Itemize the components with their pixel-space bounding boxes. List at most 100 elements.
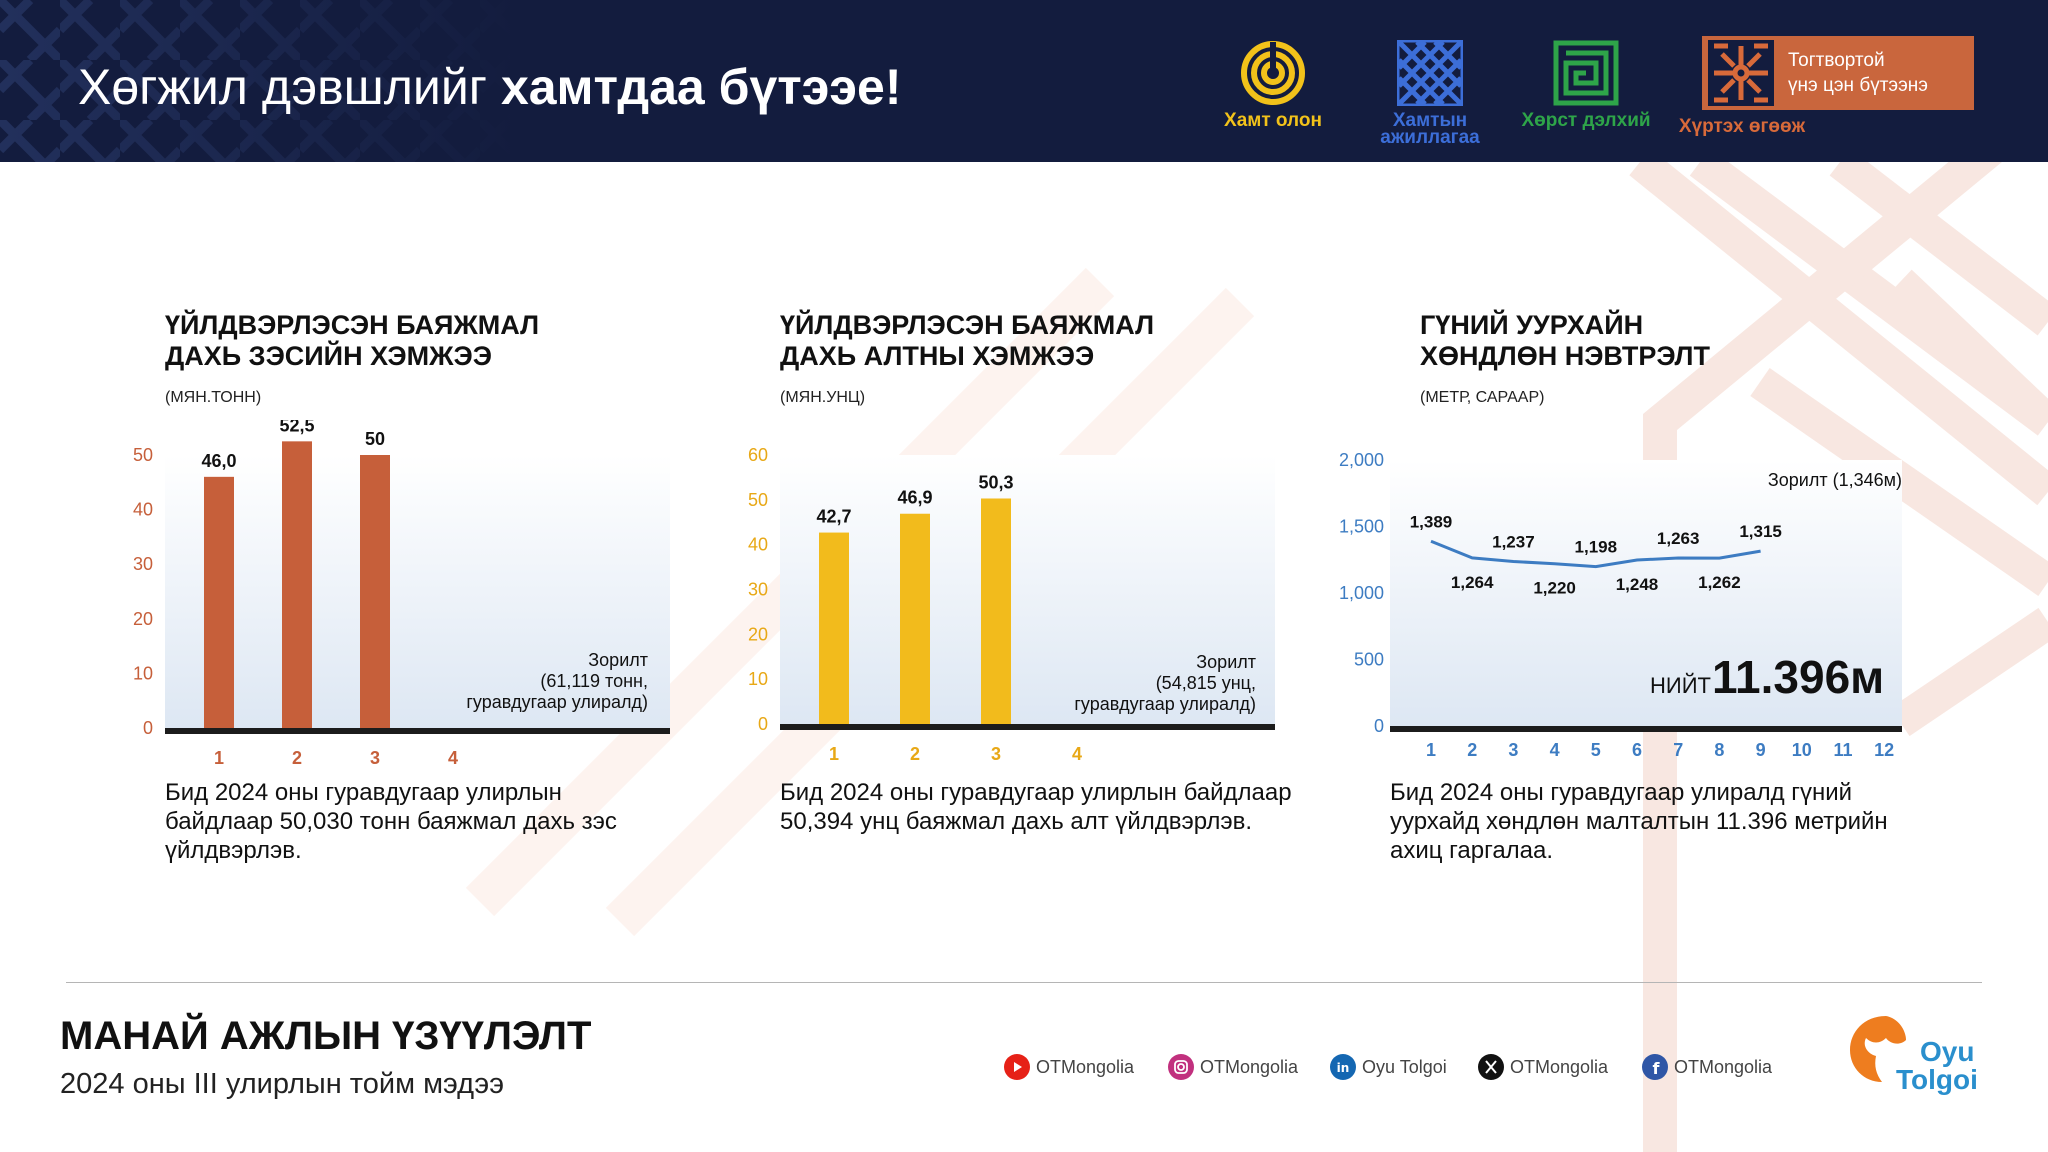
tunnel-data-label: 1,315: [1739, 522, 1782, 541]
gold-data-label: 50,3: [978, 472, 1013, 492]
tunnel-data-label: 1,264: [1451, 573, 1494, 592]
chart1-description: Бид 2024 оны гуравдугаар улирлын байдлаа…: [165, 779, 617, 864]
chart3-title: ГҮНИЙ УУРХАЙН ХӨНДЛӨН НЭВТРЭЛТ: [1420, 310, 1710, 371]
copper-ytick-label: 30: [133, 554, 153, 574]
gold-xtick-label: 1: [829, 744, 839, 764]
chart1-target-note: Зорилт (61,119 тонн, гуравдугаар улиралд): [466, 650, 648, 712]
copper-ytick-label: 40: [133, 500, 153, 520]
value-planet-label: Хөрст дэлхий: [1521, 110, 1651, 131]
chart2-title: ҮЙЛДВЭРЛЭСЭН БАЯЖМАЛ ДАХЬ АЛТНЫ ХЭМЖЭЭ: [780, 310, 1155, 371]
copper-data-label: 52,5: [279, 420, 314, 435]
copper-x-axis: [165, 728, 670, 734]
gold-data-label: 46,9: [897, 488, 932, 508]
square-maze-icon: [1553, 40, 1619, 106]
copper-data-label: 50: [365, 429, 385, 449]
tunnel-series-line: [1430, 539, 1761, 569]
gold-bar-chart: 0 10 20 30 40 50 60 42,7 1 46,9 2 50,3 3 4: [748, 445, 1275, 764]
tunnel-data-label: 1,389: [1410, 512, 1453, 531]
tunnel-xtick-label: 3: [1508, 740, 1518, 760]
gold-ytick-label: 40: [748, 535, 768, 555]
footer-title: МАНАЙ АЖЛЫН ҮЗҮҮЛЭЛТ: [60, 1014, 592, 1058]
facebook-icon: f: [1642, 1054, 1668, 1080]
copper-bar: [360, 455, 390, 728]
gold-ytick-label: 20: [748, 624, 768, 644]
value-cooperation: Хамтын ажиллагаа: [1355, 40, 1505, 148]
gold-ytick-label: 60: [748, 445, 768, 465]
tunnel-plot-area: [1390, 460, 1902, 726]
tunnel-data-label: 1,237: [1492, 532, 1535, 551]
tunnel-xtick-label: 8: [1714, 740, 1724, 760]
oyu-tolgoi-logo-icon: [1850, 1016, 1906, 1082]
copper-xtick-label: 4: [448, 748, 458, 768]
chart1-title: ҮЙЛДВЭРЛЭСЭН БАЯЖМАЛ ДАХЬ ЗЭСИЙН ХЭМЖЭЭ: [165, 310, 540, 371]
chart3-target-label: Зорилт (1,346м): [1767, 470, 1902, 490]
tunnel-data-label: 1,262: [1698, 573, 1741, 592]
copper-ytick-label: 10: [133, 663, 153, 683]
header-banner: Хөгжил дэвшлийг хамтдаа бүтээе! Хамт оло…: [0, 0, 2048, 162]
tunnel-xtick-label: 11: [1833, 740, 1852, 760]
tunnel-ytick-label: 0: [1374, 716, 1384, 736]
gold-x-axis: [780, 724, 1275, 730]
youtube-icon: [1004, 1054, 1030, 1080]
social-linkedin[interactable]: in Oyu Tolgoi: [1330, 1054, 1447, 1080]
gold-ytick-label: 0: [758, 714, 768, 734]
gold-ytick-label: 10: [748, 669, 768, 689]
tunnel-x-axis: [1390, 726, 1902, 732]
gold-ytick-label: 50: [748, 490, 768, 510]
copper-bar: [204, 476, 234, 728]
woven-lattice-icon: [1397, 40, 1463, 106]
value-team: Хамт олон: [1198, 40, 1348, 131]
social-facebook[interactable]: f OTMongolia: [1642, 1054, 1772, 1080]
value-box-text: Тогтвортой үнэ цэн бүтээнэ: [1788, 50, 1928, 96]
social-instagram[interactable]: OTMongolia: [1168, 1054, 1298, 1080]
value-benefit-label: Хүртэх өгөөж: [1678, 116, 1806, 137]
concentric-rings-icon: [1241, 41, 1305, 105]
svg-text:in: in: [1337, 1061, 1350, 1075]
footer-subtitle: 2024 оны III улирлын тойм мэдээ: [60, 1068, 505, 1100]
copper-ytick-label: 0: [143, 718, 153, 738]
tunnel-xtick-label: 10: [1792, 740, 1812, 760]
tunnel-data-label: 1,198: [1575, 538, 1618, 557]
tunnel-data-label: 1,248: [1616, 575, 1659, 594]
social-instagram-handle: OTMongolia: [1200, 1056, 1299, 1077]
total-label: НИЙТ: [1650, 673, 1711, 698]
gold-bar: [819, 532, 849, 724]
gold-bar: [900, 513, 930, 724]
gold-ytick-label: 30: [748, 580, 768, 600]
tunnel-ytick-label: 1,000: [1339, 583, 1384, 603]
chart2-unit: (МЯН.УНЦ): [780, 389, 866, 406]
tunnel-xtick-label: 1: [1426, 740, 1436, 760]
tunnel-xtick-label: 12: [1874, 740, 1894, 760]
radial-knot-icon: [1708, 40, 1774, 106]
social-youtube[interactable]: OTMongolia: [1004, 1054, 1134, 1080]
tunnel-xtick-label: 2: [1467, 740, 1477, 760]
chart2-description: Бид 2024 оны гуравдугаар улирлын байдлаа…: [780, 779, 1292, 835]
instagram-icon: [1168, 1054, 1194, 1080]
social-x[interactable]: OTMongolia: [1478, 1054, 1608, 1080]
copper-plot-area: [165, 455, 670, 728]
gold-xtick-label: 4: [1072, 744, 1082, 764]
gold-xtick-label: 3: [991, 744, 1001, 764]
copper-bar: [282, 441, 312, 728]
chart1-unit: (МЯН.ТОНН): [165, 389, 262, 406]
copper-ytick-label: 50: [133, 445, 153, 465]
tunnel-ytick-label: 2,000: [1339, 450, 1384, 470]
copper-bar-chart: 0 10 20 30 40 50 46,0 1 52,5 2 50 3 4: [133, 420, 670, 768]
value-benefit: Хүртэх өгөөж: [1667, 40, 1817, 137]
total-value: 11.396м: [1712, 651, 1885, 703]
oyu-tolgoi-logo-text: Oyu Tolgoi: [1896, 1036, 1978, 1095]
value-team-label: Хамт олон: [1224, 110, 1322, 131]
chart3-unit: (МЕТР, САРААР): [1420, 389, 1545, 406]
tunnel-xtick-label: 6: [1632, 740, 1642, 760]
chart3-description: Бид 2024 оны гуравдугаар улиралд гүний у…: [1390, 779, 1888, 864]
gold-plot-area: [780, 455, 1275, 724]
value-box: Тогтвортой үнэ цэн бүтээнэ: [1702, 36, 1974, 110]
social-facebook-handle: OTMongolia: [1674, 1056, 1773, 1077]
x-icon: [1478, 1054, 1504, 1080]
copper-xtick-label: 1: [214, 748, 224, 768]
svg-text:f: f: [1653, 1059, 1661, 1078]
tunnel-xtick-label: 9: [1756, 740, 1766, 760]
tunnel-xtick-label: 7: [1673, 740, 1683, 760]
value-cooperation-label: Хамтын ажиллагаа: [1380, 110, 1480, 148]
